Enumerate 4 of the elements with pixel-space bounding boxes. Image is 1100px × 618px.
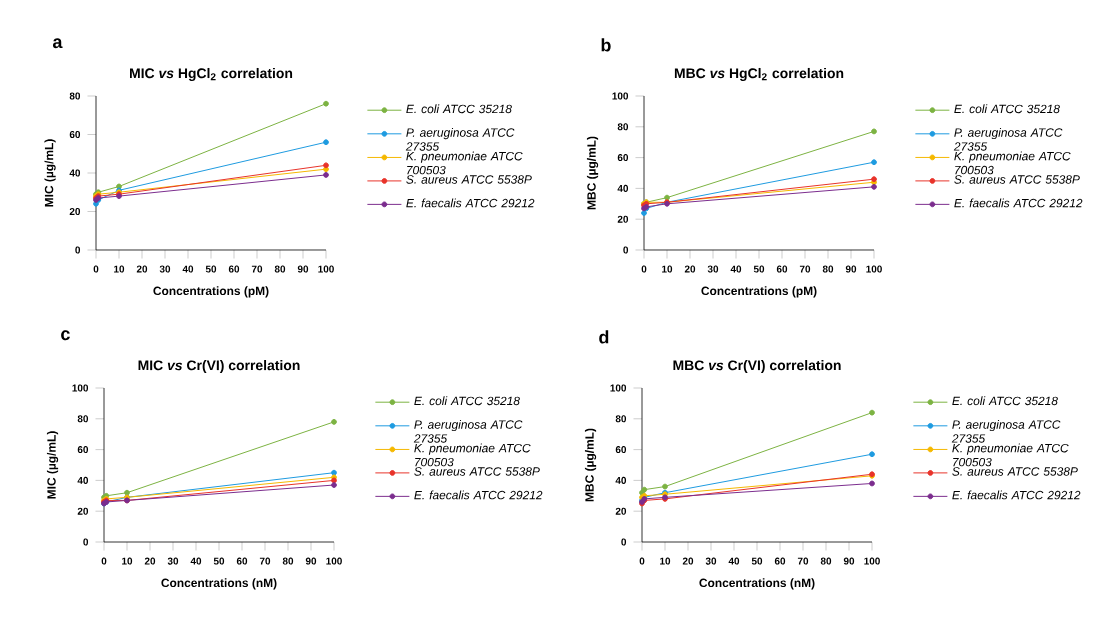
- text: b: [601, 38, 611, 52]
- text: a: [52, 38, 63, 49]
- text: c: [61, 330, 70, 341]
- text: d: [599, 330, 609, 344]
